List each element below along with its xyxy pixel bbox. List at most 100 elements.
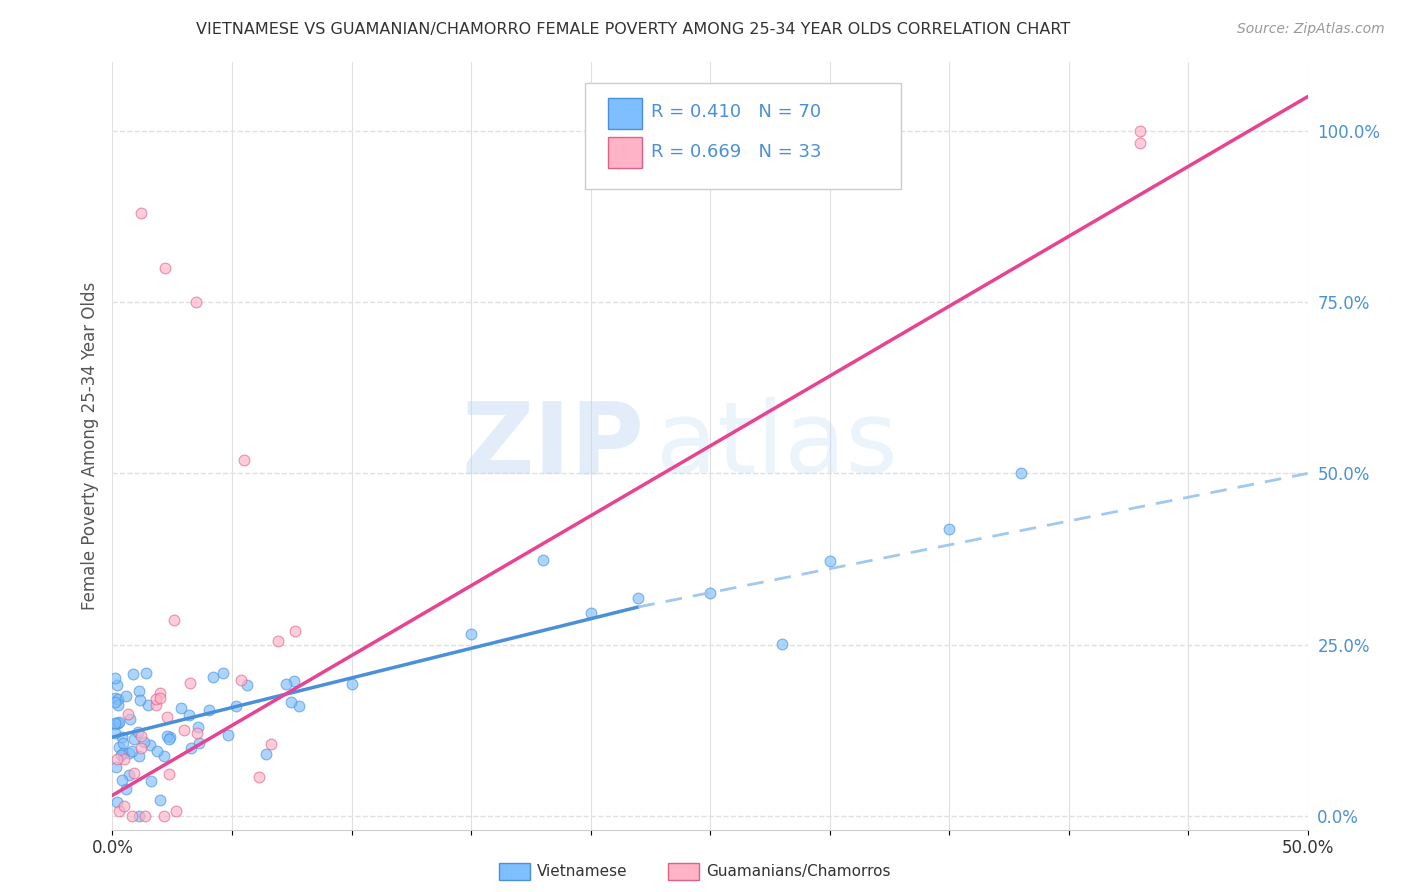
Point: [136, 698, 159, 713]
Point: [107, 698, 129, 712]
Point: [132, 735, 155, 749]
Point: [236, 677, 259, 691]
Point: [129, 206, 152, 220]
Point: [173, 723, 195, 738]
Point: [1010, 467, 1032, 481]
Point: [139, 738, 162, 752]
Point: [114, 689, 136, 703]
Point: [108, 740, 131, 755]
Point: [770, 637, 793, 651]
Point: [117, 706, 139, 721]
Point: [112, 752, 135, 766]
Point: [104, 671, 127, 685]
Point: [217, 728, 239, 742]
Point: [153, 260, 176, 275]
Point: [531, 553, 554, 567]
Text: R = 0.410   N = 70: R = 0.410 N = 70: [651, 103, 821, 121]
Point: [108, 804, 131, 818]
Point: [156, 729, 179, 743]
Bar: [609, 136, 643, 168]
Point: [115, 782, 138, 797]
Point: [131, 740, 153, 755]
Point: [118, 746, 141, 760]
Point: [112, 799, 135, 814]
Point: [128, 693, 150, 707]
Point: [179, 676, 201, 690]
Point: [187, 736, 209, 750]
Point: [699, 585, 721, 599]
Point: [121, 809, 143, 823]
Point: [280, 695, 302, 709]
Point: [127, 725, 149, 739]
Point: [159, 731, 181, 745]
Point: [163, 613, 186, 627]
Point: [145, 698, 167, 712]
Point: [135, 666, 157, 681]
Point: [287, 698, 309, 713]
Point: [104, 715, 127, 730]
Point: [818, 554, 841, 568]
Point: [111, 731, 134, 745]
Point: [111, 772, 134, 787]
Text: ZIP: ZIP: [461, 398, 644, 494]
Point: [247, 770, 270, 784]
Point: [118, 768, 141, 782]
Point: [104, 695, 127, 709]
Point: [284, 624, 307, 639]
Point: [104, 690, 127, 705]
Point: [201, 670, 224, 684]
Point: [129, 730, 152, 744]
Point: [149, 793, 172, 807]
Point: [233, 452, 256, 467]
Point: [283, 674, 305, 689]
Point: [157, 731, 180, 746]
Point: [627, 591, 650, 605]
Point: [145, 743, 167, 757]
Point: [107, 692, 129, 706]
Point: [105, 752, 128, 766]
Point: [579, 606, 602, 620]
Point: [121, 744, 143, 758]
Point: [108, 714, 131, 729]
Point: [186, 726, 208, 740]
Point: [186, 295, 208, 310]
Point: [122, 667, 145, 681]
Point: [128, 749, 150, 764]
Point: [229, 673, 252, 687]
Text: Source: ZipAtlas.com: Source: ZipAtlas.com: [1237, 22, 1385, 37]
Point: [1129, 136, 1152, 150]
Point: [274, 677, 297, 691]
Point: [105, 715, 128, 730]
Point: [145, 691, 167, 706]
Point: [105, 678, 128, 692]
Bar: [609, 98, 643, 129]
Point: [128, 809, 150, 823]
FancyBboxPatch shape: [585, 83, 901, 189]
Point: [187, 720, 209, 734]
Point: [105, 795, 128, 809]
Point: [260, 737, 283, 751]
Point: [156, 710, 179, 724]
Point: [134, 809, 156, 823]
Point: [198, 703, 221, 717]
Text: R = 0.669   N = 33: R = 0.669 N = 33: [651, 144, 823, 161]
Point: [157, 767, 180, 781]
Point: [149, 690, 172, 705]
Point: [104, 726, 127, 740]
Point: [107, 716, 129, 731]
Point: [340, 677, 363, 691]
Point: [105, 759, 128, 773]
Point: [104, 717, 127, 731]
Point: [165, 804, 187, 818]
Point: [110, 747, 132, 762]
Point: [177, 707, 200, 722]
Point: [267, 633, 290, 648]
Point: [254, 747, 277, 762]
Point: [212, 666, 235, 681]
Text: Vietnamese: Vietnamese: [537, 864, 627, 879]
Point: [122, 731, 145, 746]
Point: [153, 809, 176, 823]
Point: [180, 741, 202, 756]
Point: [152, 749, 174, 764]
Text: VIETNAMESE VS GUAMANIAN/CHAMORRO FEMALE POVERTY AMONG 25-34 YEAR OLDS CORRELATIO: VIETNAMESE VS GUAMANIAN/CHAMORRO FEMALE …: [195, 22, 1070, 37]
